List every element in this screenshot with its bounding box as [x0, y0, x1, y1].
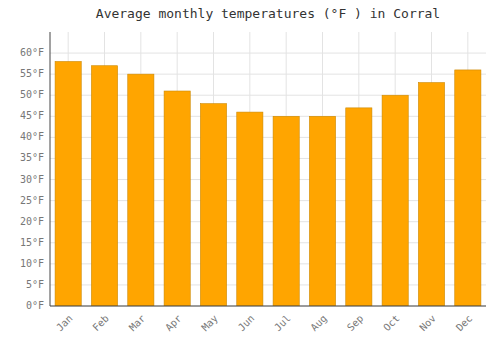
y-axis-line: [50, 32, 51, 306]
y-tick-label: 40°F: [20, 131, 44, 142]
x-tick-label: Jan: [54, 313, 75, 334]
x-tick-label: Apr: [163, 313, 184, 334]
grid-line: [50, 306, 486, 307]
bar: [55, 62, 81, 306]
bar: [455, 70, 481, 306]
y-tick-label: 10°F: [20, 258, 44, 269]
bar: [164, 91, 190, 306]
bar: [382, 95, 408, 306]
y-tick-label: 25°F: [20, 195, 44, 206]
y-tick-label: 20°F: [20, 216, 44, 227]
bar: [273, 116, 299, 306]
y-tick-label: 30°F: [20, 174, 44, 185]
x-tick-label: Jul: [272, 313, 293, 334]
bar: [128, 74, 154, 306]
bar: [91, 66, 117, 306]
x-tick-label: Oct: [381, 313, 402, 334]
x-tick-label: Dec: [454, 313, 475, 334]
bar: [309, 116, 335, 306]
y-tick-label: 35°F: [20, 152, 44, 163]
axes: 0°F 5°F 10°F 15°F 20°F 25°F 30°F 35°F 40°F 45°F 50…: [20, 32, 486, 333]
x-tick-label: May: [199, 313, 220, 334]
y-tick-label: 0°F: [26, 300, 44, 311]
x-tick-label: Nov: [417, 313, 438, 334]
page: {"chart_data": {"type": "bar", "title": …: [0, 0, 500, 350]
y-tick-label: 15°F: [20, 237, 44, 248]
y-tick-label: 5°F: [26, 279, 44, 290]
x-tick-label: Sep: [345, 313, 366, 334]
x-tick-label: Mar: [127, 313, 148, 334]
x-tick-label: Aug: [308, 313, 329, 334]
x-tick-label: Jun: [236, 313, 257, 334]
grid: [50, 32, 486, 306]
x-axis-line: [50, 306, 486, 307]
y-tick-label: 55°F: [20, 68, 44, 79]
grid-line: [50, 53, 486, 54]
bar: [200, 104, 226, 306]
bars: [55, 62, 481, 306]
title: Average monthly temperatures (°F ) in Co…: [96, 6, 440, 21]
y-tick-label: 45°F: [20, 110, 44, 121]
bar: [418, 83, 444, 306]
y-tick-label: 50°F: [20, 89, 44, 100]
chart: 0°F 5°F 10°F 15°F 20°F 25°F 30°F 35°F 40°F 45°F 50…: [0, 0, 500, 350]
x-tick-label: Feb: [90, 313, 111, 334]
bar: [346, 108, 372, 306]
bar: [237, 112, 263, 306]
y-tick-label: 60°F: [20, 47, 44, 58]
